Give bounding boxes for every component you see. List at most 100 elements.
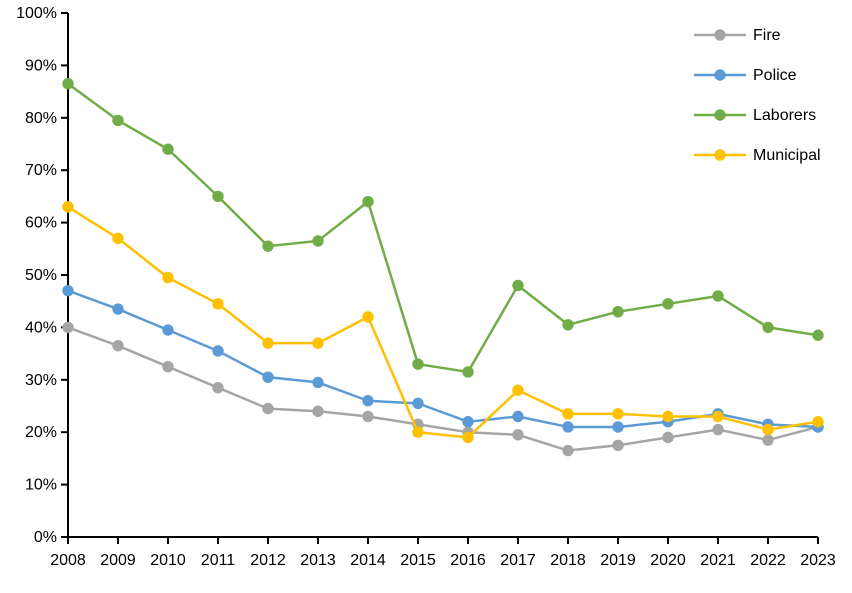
series-line-laborers	[66, 82, 820, 374]
data-point-municipal-2009	[112, 232, 124, 245]
data-point-laborers-2010	[162, 143, 174, 155]
data-point-police-2019	[612, 421, 624, 433]
data-point-fire-2013	[312, 405, 324, 417]
data-point-laborers-2013	[312, 235, 324, 247]
data-point-police-2009	[112, 303, 124, 315]
x-tick-label-2022: 2022	[750, 552, 786, 569]
x-tick-label-2021: 2021	[700, 552, 736, 569]
data-point-municipal-2011	[212, 298, 224, 310]
data-point-police-2016	[462, 416, 474, 428]
data-point-fire-2014	[362, 410, 374, 423]
data-point-police-2018	[562, 421, 574, 433]
data-point-fire-2017	[512, 429, 524, 441]
x-tick-label-2010: 2010	[150, 552, 186, 569]
data-point-fire-2012	[262, 402, 274, 415]
data-point-police-2017	[512, 410, 524, 423]
data-point-municipal-2023	[812, 416, 824, 428]
data-point-fire-2019	[612, 439, 624, 451]
data-point-laborers-2016	[462, 366, 474, 378]
data-point-laborers-2015	[412, 358, 424, 370]
data-point-municipal-2013	[312, 337, 324, 349]
legend-label-police: Police	[753, 67, 797, 84]
data-point-fire-2018	[562, 444, 574, 457]
legend-label-fire: Fire	[753, 27, 781, 44]
data-point-laborers-2020	[662, 298, 674, 310]
y-tick-label: 10%	[25, 477, 57, 494]
legend-item-municipal: Municipal	[694, 147, 821, 164]
data-point-fire-2008	[62, 321, 74, 334]
data-point-laborers-2008	[62, 78, 74, 90]
legend-marker-dot-municipal	[714, 149, 726, 161]
data-point-police-2011	[212, 345, 224, 357]
data-point-laborers-2021	[712, 290, 724, 302]
legend-marker-dot-police	[714, 69, 726, 81]
data-point-laborers-2012	[262, 240, 274, 252]
data-point-municipal-2015	[412, 426, 424, 438]
x-tick-label-2012: 2012	[250, 552, 286, 569]
data-point-municipal-2012	[262, 337, 274, 349]
series-municipal	[62, 201, 824, 444]
x-tick-label-2019: 2019	[600, 552, 636, 569]
y-tick-label: 60%	[25, 215, 57, 232]
data-point-laborers-2014	[362, 195, 374, 208]
data-point-police-2012	[262, 371, 274, 383]
data-point-police-2013	[312, 376, 324, 389]
y-tick-label: 70%	[25, 162, 57, 179]
y-tick-label: 90%	[25, 57, 57, 74]
data-point-laborers-2011	[212, 190, 224, 203]
data-point-municipal-2019	[612, 408, 624, 420]
x-tick-label-2020: 2020	[650, 552, 686, 569]
data-point-municipal-2021	[712, 410, 724, 423]
x-tick-label-2009: 2009	[100, 552, 136, 569]
legend-item-fire: Fire	[694, 27, 781, 44]
data-point-fire-2009	[112, 340, 124, 352]
data-point-laborers-2019	[612, 305, 624, 318]
data-point-police-2010	[162, 324, 174, 336]
x-tick-label-2023: 2023	[800, 552, 836, 569]
data-point-municipal-2017	[512, 384, 524, 396]
series-police	[62, 285, 824, 433]
data-point-fire-2020	[662, 431, 674, 444]
data-point-fire-2022	[762, 434, 774, 446]
data-point-laborers-2018	[562, 319, 574, 331]
y-tick-label: 20%	[25, 424, 57, 441]
series-laborers	[62, 78, 824, 378]
x-tick-label-2016: 2016	[450, 552, 486, 569]
data-point-laborers-2009	[112, 114, 124, 127]
x-tick-label-2014: 2014	[350, 552, 386, 569]
legend-marker-dot-laborers	[714, 109, 726, 121]
x-tick-label-2013: 2013	[300, 552, 336, 569]
y-tick-label: 80%	[25, 110, 57, 127]
data-point-municipal-2022	[762, 423, 774, 436]
series-line-police	[66, 289, 820, 429]
data-point-police-2014	[362, 395, 374, 407]
x-tick-label-2017: 2017	[500, 552, 536, 569]
legend-label-municipal: Municipal	[753, 147, 821, 164]
data-point-laborers-2023	[812, 329, 824, 341]
legend: Fire Police Laborers Municipal	[694, 27, 821, 164]
legend-marker-dot-fire	[714, 29, 726, 41]
data-point-municipal-2014	[362, 311, 374, 323]
data-point-municipal-2020	[662, 410, 674, 423]
x-tick-label-2011: 2011	[201, 552, 236, 569]
data-point-municipal-2018	[562, 408, 574, 420]
legend-label-laborers: Laborers	[753, 107, 816, 124]
data-point-fire-2021	[712, 423, 724, 436]
data-point-laborers-2022	[762, 321, 774, 334]
legend-item-laborers: Laborers	[694, 107, 816, 124]
data-point-police-2015	[412, 397, 424, 410]
y-tick-label: 0%	[34, 529, 57, 546]
y-tick-label: 100%	[16, 5, 57, 22]
data-point-laborers-2017	[512, 279, 524, 292]
data-point-fire-2011	[212, 381, 224, 394]
data-point-municipal-2016	[462, 431, 474, 444]
data-point-fire-2010	[162, 361, 174, 373]
data-point-municipal-2010	[162, 271, 174, 284]
x-tick-label-2015: 2015	[400, 552, 436, 569]
data-point-police-2008	[62, 285, 74, 297]
y-tick-label: 50%	[25, 267, 57, 284]
y-tick-label: 30%	[25, 372, 57, 389]
x-tick-label-2018: 2018	[550, 552, 586, 569]
